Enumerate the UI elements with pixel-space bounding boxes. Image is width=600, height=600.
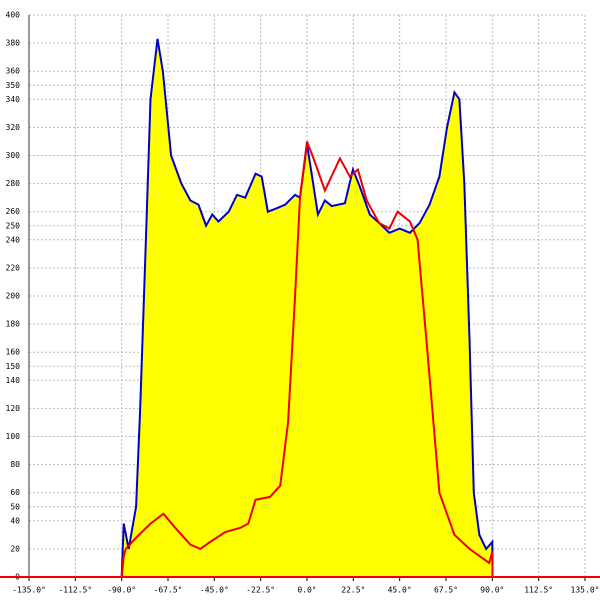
- x-tick-label: -22.5°: [246, 586, 275, 595]
- y-tick-label: 320: [6, 123, 21, 132]
- y-tick-label: 60: [10, 488, 20, 497]
- y-tick-label: 260: [6, 207, 21, 216]
- y-tick-label: 80: [10, 460, 20, 469]
- x-tick-label: 67.5°: [434, 586, 458, 595]
- y-tick-label: 120: [6, 404, 21, 413]
- y-tick-label: 360: [6, 67, 21, 76]
- y-tick-label: 250: [6, 221, 21, 230]
- y-tick-label: 160: [6, 348, 21, 357]
- y-tick-label: 100: [6, 432, 21, 441]
- area-fill: [121, 38, 493, 577]
- y-tick-label: 40: [10, 516, 20, 525]
- y-tick-label: 50: [10, 502, 20, 511]
- y-tick-label: 140: [6, 376, 21, 385]
- y-tick-label: 200: [6, 292, 21, 301]
- y-tick-label: 400: [6, 11, 21, 20]
- x-tick-label: -90.0°: [107, 586, 136, 595]
- y-tick-label: 350: [6, 81, 21, 90]
- x-tick-label: -135.0°: [12, 586, 46, 595]
- x-tick-label: -112.5°: [58, 586, 92, 595]
- x-tick-label: 135.0°: [571, 586, 600, 595]
- x-tick-label: -45.0°: [200, 586, 229, 595]
- y-tick-label: 20: [10, 544, 20, 553]
- y-tick-label: 300: [6, 151, 21, 160]
- x-tick-label: 45.0°: [388, 586, 412, 595]
- x-tick-label: 112.5°: [524, 586, 553, 595]
- y-tick-label: 150: [6, 362, 21, 371]
- x-tick-label: 22.5°: [341, 586, 365, 595]
- x-tick-label: 0.0°: [297, 586, 316, 595]
- x-tick-label: -67.5°: [154, 586, 183, 595]
- y-tick-label: 180: [6, 320, 21, 329]
- y-tick-label: 280: [6, 179, 21, 188]
- y-tick-label: 380: [6, 39, 21, 48]
- y-tick-label: 220: [6, 263, 21, 272]
- series-line: [120, 141, 494, 578]
- y-tick-label: 240: [6, 235, 21, 244]
- y-tick-label: 340: [6, 95, 21, 104]
- x-tick-label: 90.0°: [480, 586, 504, 595]
